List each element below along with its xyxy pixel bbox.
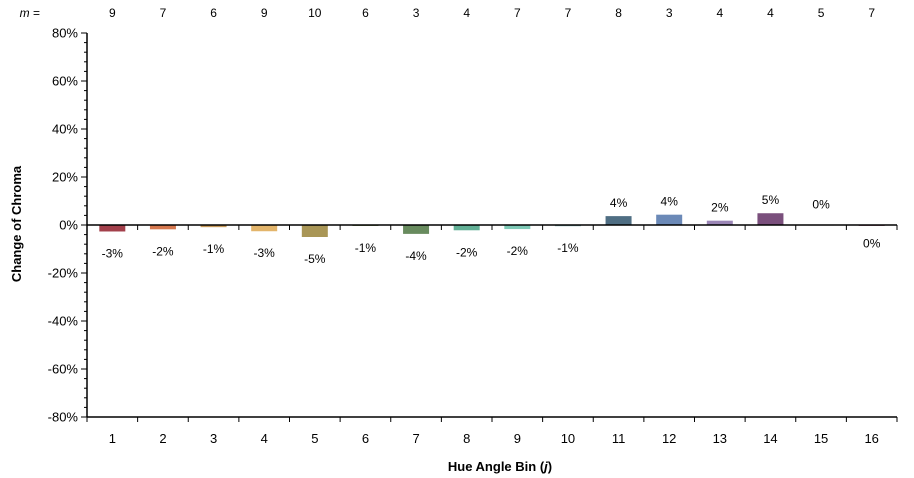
data-label: 4%: [610, 196, 628, 210]
x-tick-label: 11: [612, 431, 626, 446]
data-label: -1%: [557, 241, 579, 255]
m-count: 6: [210, 6, 217, 20]
bar: [200, 225, 227, 228]
m-count: 9: [109, 6, 116, 20]
x-tick-label: 10: [561, 431, 575, 446]
x-tick-label: 5: [311, 431, 318, 446]
x-tick-label: 4: [261, 431, 268, 446]
m-row-label: m =: [20, 6, 40, 20]
y-axis-title: Change of Chroma: [9, 165, 24, 282]
y-axis-ticks: [81, 32, 87, 418]
bar: [656, 214, 683, 225]
x-axis-labels: 1 2 3 4 5 6 7 8 9 10 11 12 13 14 15 16: [109, 431, 879, 446]
y-tick-label: -80%: [48, 410, 79, 425]
bar: [706, 220, 733, 225]
bar: [149, 225, 176, 230]
data-label: 4%: [661, 195, 679, 209]
x-tick-label: 7: [412, 431, 419, 446]
x-tick-label: 13: [713, 431, 727, 446]
m-count: 7: [868, 6, 875, 20]
data-label: -2%: [456, 245, 478, 259]
m-count: 4: [463, 6, 470, 20]
data-label: -1%: [203, 242, 225, 256]
bars: [99, 213, 885, 237]
x-tick-label: 14: [763, 431, 777, 446]
m-count: 7: [565, 6, 572, 20]
x-tick-label: 9: [514, 431, 521, 446]
x-tick-label: 2: [159, 431, 166, 446]
data-labels: -3% -2% -1% -3% -5% -1% -4% -2% -2% -1% 4% 4% 2% 5% 0%…: [102, 193, 881, 266]
y-tick-label: -40%: [48, 314, 79, 329]
m-count: 3: [666, 6, 673, 20]
x-tick-label: 12: [662, 431, 676, 446]
m-count: 8: [615, 6, 622, 20]
y-tick-label: 80%: [52, 26, 78, 41]
x-tick-label: 3: [210, 431, 217, 446]
m-count: 7: [514, 6, 521, 20]
x-tick-label: 1: [109, 431, 116, 446]
bar: [504, 225, 531, 230]
bar: [757, 213, 784, 225]
m-count: 6: [362, 6, 369, 20]
y-tick-label: 60%: [52, 74, 78, 89]
m-count: 4: [716, 6, 723, 20]
m-count: 10: [308, 6, 322, 20]
data-label: -2%: [507, 244, 529, 258]
x-tick-label: 16: [864, 431, 878, 446]
y-axis-labels: -80% -60% -40% -20% 0% 20% 40% 60% 80%: [48, 26, 79, 425]
x-tick-label: 8: [463, 431, 470, 446]
m-count: 3: [413, 6, 420, 20]
data-label: -3%: [102, 246, 124, 260]
y-tick-label: -60%: [48, 362, 79, 377]
data-label: -1%: [355, 241, 377, 255]
x-tick-label: 15: [814, 431, 828, 446]
data-label: 2%: [711, 201, 729, 215]
data-label: 5%: [762, 193, 780, 207]
y-tick-label: -20%: [48, 266, 79, 281]
x-tick-label: 6: [362, 431, 369, 446]
bar: [605, 216, 632, 225]
data-label: 0%: [812, 198, 830, 212]
y-tick-label: 0%: [59, 218, 78, 233]
bar: [301, 225, 328, 237]
y-tick-label: 20%: [52, 170, 78, 185]
data-label: 0%: [863, 236, 881, 250]
x-axis-ticks: [86, 225, 898, 422]
m-count: 5: [818, 6, 825, 20]
y-tick-label: 40%: [52, 122, 78, 137]
bar: [403, 225, 430, 234]
data-label: -5%: [304, 252, 326, 266]
bar: [99, 225, 126, 232]
bar: [453, 225, 480, 231]
data-label: -4%: [405, 249, 427, 263]
data-label: -3%: [254, 246, 276, 260]
m-count: 4: [767, 6, 774, 20]
x-axis-title: Hue Angle Bin (j): [448, 459, 552, 474]
m-count-row: m = 9 7 6 9 10 6 3 4 7 7 8 3 4 4 5 7: [20, 6, 876, 20]
m-count: 9: [261, 6, 268, 20]
bar: [251, 225, 278, 232]
data-label: -2%: [152, 244, 174, 258]
m-count: 7: [160, 6, 167, 20]
